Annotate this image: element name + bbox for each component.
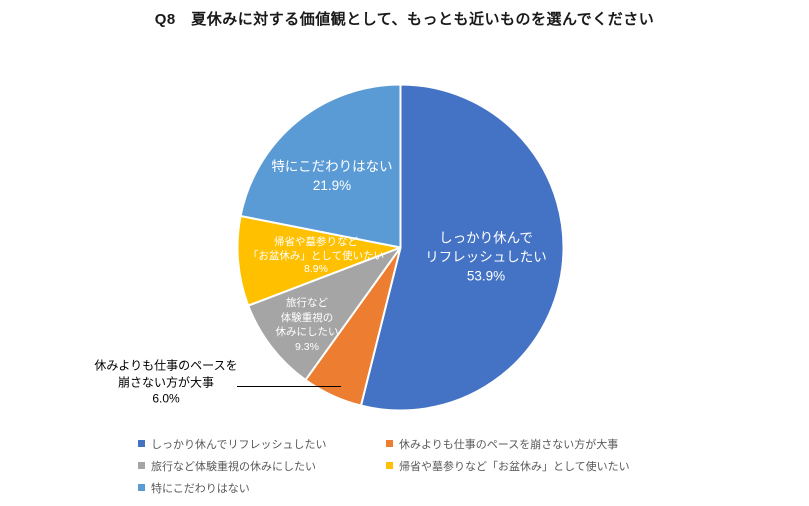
data-label-line: 帰省や墓参りなど: [274, 235, 358, 248]
legend-marker-icon: [386, 462, 393, 469]
data-label-value: 6.0%: [152, 391, 180, 406]
data-label-line: しっかり休んで: [439, 230, 533, 246]
data-label-line: 体験重視の: [280, 311, 334, 324]
data-label-line: 崩さない方が大事: [117, 374, 215, 389]
data-label-work-pace: 休みよりも仕事のペースを 崩さない方が大事 6.0%: [94, 357, 237, 407]
pie-slice-2: [247, 246, 402, 381]
legend-item-no-preference: 特にこだわりはない: [138, 480, 386, 495]
legend-label: しっかり休んでリフレッシュしたい: [151, 438, 327, 451]
data-label-no-preference: 特にこだわりはない 21.9%: [271, 157, 392, 195]
pie-plot: [236, 83, 565, 412]
data-label-line: 休みよりも仕事のペースを: [94, 358, 238, 373]
legend-item-travel: 旅行など体験重視の休みにしたい: [138, 458, 386, 473]
data-label-obon: 帰省や墓参りなど 「お盆休み」として使いたい 8.9%: [248, 236, 384, 277]
legend: しっかり休んでリフレッシュしたい 休みよりも仕事のペースを崩さない方が大事 旅行…: [138, 436, 630, 495]
data-label-refresh: しっかり休んで リフレッシュしたい 53.9%: [425, 229, 547, 286]
data-label-value: 9.3%: [295, 340, 319, 353]
legend-item-obon: 帰省や墓参りなど「お盆休み」として使いたい: [386, 458, 630, 473]
legend-item-work-pace: 休みよりも仕事のペースを崩さない方が大事: [386, 436, 630, 451]
pie-slice-4: [239, 83, 402, 249]
data-label-value: 21.9%: [312, 178, 352, 193]
data-label-line: 旅行など: [286, 297, 328, 309]
legend-label: 特にこだわりはない: [151, 482, 250, 495]
legend-label: 帰省や墓参りなど「お盆休み」として使いたい: [399, 460, 630, 473]
legend-label: 旅行など体験重視の休みにしたい: [151, 460, 316, 473]
legend-marker-icon: [138, 462, 145, 469]
pie-slice-0: [359, 83, 565, 412]
legend-label: 休みよりも仕事のペースを崩さない方が大事: [399, 438, 619, 451]
data-label-line: リフレッシュしたい: [425, 249, 547, 265]
data-label-value: 53.9%: [466, 268, 506, 284]
legend-marker-icon: [386, 440, 393, 447]
pie-slice-3: [236, 214, 402, 307]
legend-marker-icon: [138, 484, 145, 491]
legend-item-refresh: しっかり休んでリフレッシュしたい: [138, 436, 386, 451]
leader-line: [237, 386, 341, 388]
data-label-line: 「お盆休み」として使いたい: [247, 249, 385, 262]
data-label-line: 特にこだわりはない: [271, 159, 393, 174]
data-label-travel: 旅行など 体験重視の 休みにしたい 9.3%: [276, 296, 339, 354]
data-label-value: 8.9%: [304, 262, 328, 275]
chart-title: Q8 夏休みに対する価値観として、もっとも近いものを選んでください: [154, 11, 655, 28]
legend-marker-icon: [138, 440, 145, 447]
data-label-line: 休みにしたい: [275, 326, 339, 338]
